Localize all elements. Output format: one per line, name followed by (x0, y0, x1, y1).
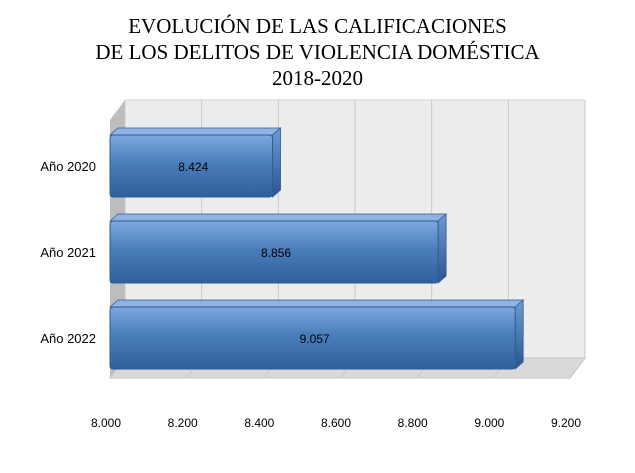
bar-value-label: 8.856 (261, 246, 291, 260)
category-label: Año 2022 (40, 331, 96, 346)
bar-value-label: 8.424 (178, 160, 208, 174)
bar-top-face (108, 213, 448, 222)
bar-value-label: 9.057 (300, 332, 330, 346)
x-tick-label: 8.000 (91, 416, 121, 430)
bar: 8.424 (108, 127, 282, 198)
bar-front-face (109, 306, 516, 370)
x-tick-label: 9.000 (474, 416, 504, 430)
category-label: Año 2020 (40, 159, 96, 174)
bar: 9.057 (108, 299, 525, 370)
chart-title-line-3: 2018-2020 (272, 66, 363, 90)
x-tick-label: 8.200 (168, 416, 198, 430)
bar-end-cap (272, 127, 281, 198)
x-tick-label: 8.400 (244, 416, 274, 430)
gridline-floor (569, 357, 586, 379)
category-label: Año 2021 (40, 245, 96, 260)
chart-title-line-2: DE LOS DELITOS DE VIOLENCIA DOMÉSTICA (95, 40, 540, 64)
x-tick-label: 8.800 (398, 416, 428, 430)
x-tick-label: 8.600 (321, 416, 351, 430)
bar: 8.856 (108, 213, 448, 284)
bar-top-face (108, 299, 525, 308)
bar-top-face (108, 127, 282, 136)
chart-title-line-1: EVOLUCIÓN DE LAS CALIFICACIONES (128, 14, 507, 38)
bar-front-face (109, 220, 439, 284)
bar-end-cap (437, 213, 447, 284)
x-tick-label: 9.200 (551, 416, 581, 430)
bar-front-face (109, 134, 274, 198)
bar-end-cap (514, 299, 524, 370)
